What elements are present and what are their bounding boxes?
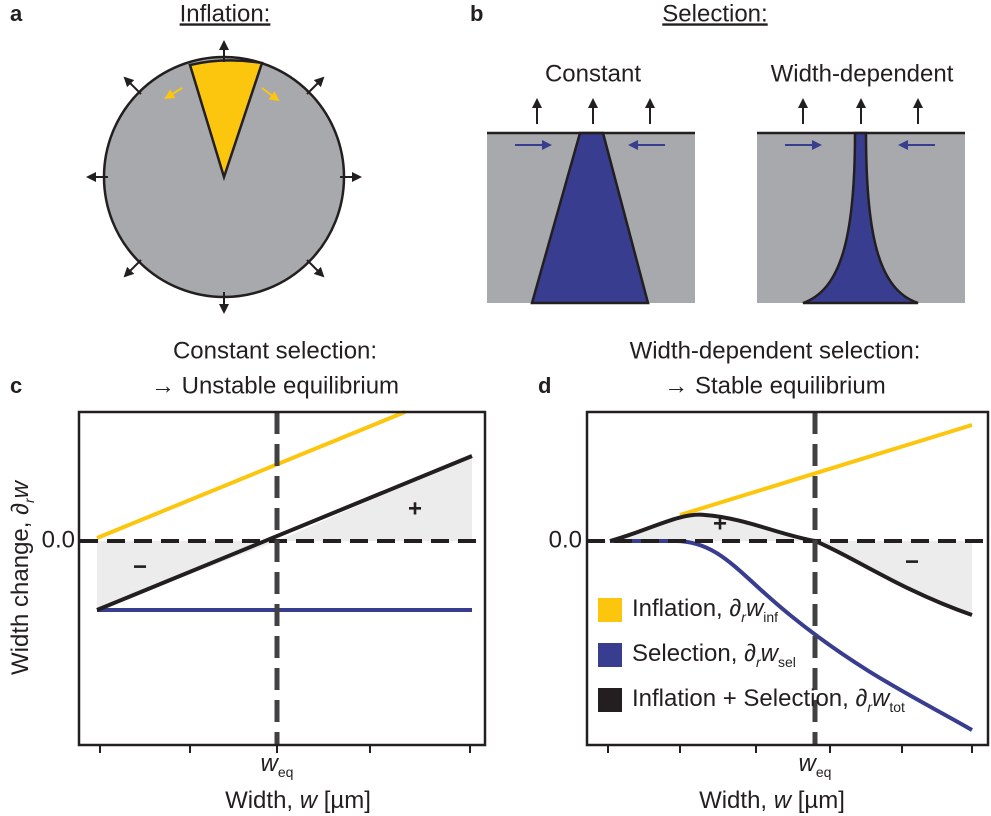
panel-title: → Unstable equilibrium [151,372,399,399]
selection-diagram [487,98,965,305]
panel-title: → Stable equilibrium [664,372,885,399]
annotation: − [133,553,147,580]
panel-title: Selection: [662,0,767,27]
y-tick-label: 0.0 [42,526,75,553]
subtitle: Constant [545,60,641,87]
panel-title: Width-dependent selection: [630,337,921,364]
x-axis-label: Width, w [µm] [699,787,845,814]
plot-d [585,410,990,753]
plot-c [77,410,487,753]
panel-label: d [538,373,551,398]
legend-entry: Inflation, ∂rwinf [632,595,778,624]
x-axis-label: Width, w [µm] [225,787,371,814]
annotation: − [905,548,919,575]
weq-label: weq [799,750,832,779]
y-axis-label: Width change, ∂rw [7,479,36,675]
legend-entry: Selection, ∂rwsel [632,640,796,669]
panel-title: Inflation: [180,0,271,27]
panel-label: a [10,1,23,26]
panel-title: Constant selection: [173,337,377,364]
subtitle: Width-dependent [771,60,954,87]
panel-label: b [470,1,483,26]
annotation: + [713,510,727,537]
y-tick-label: 0.0 [549,526,582,553]
inflation-diagram [86,40,362,314]
weq-label: weq [261,750,294,779]
panel-label: c [10,373,22,398]
legend-entry: Inflation + Selection, ∂rwtot [632,685,905,714]
annotation: + [408,495,422,522]
